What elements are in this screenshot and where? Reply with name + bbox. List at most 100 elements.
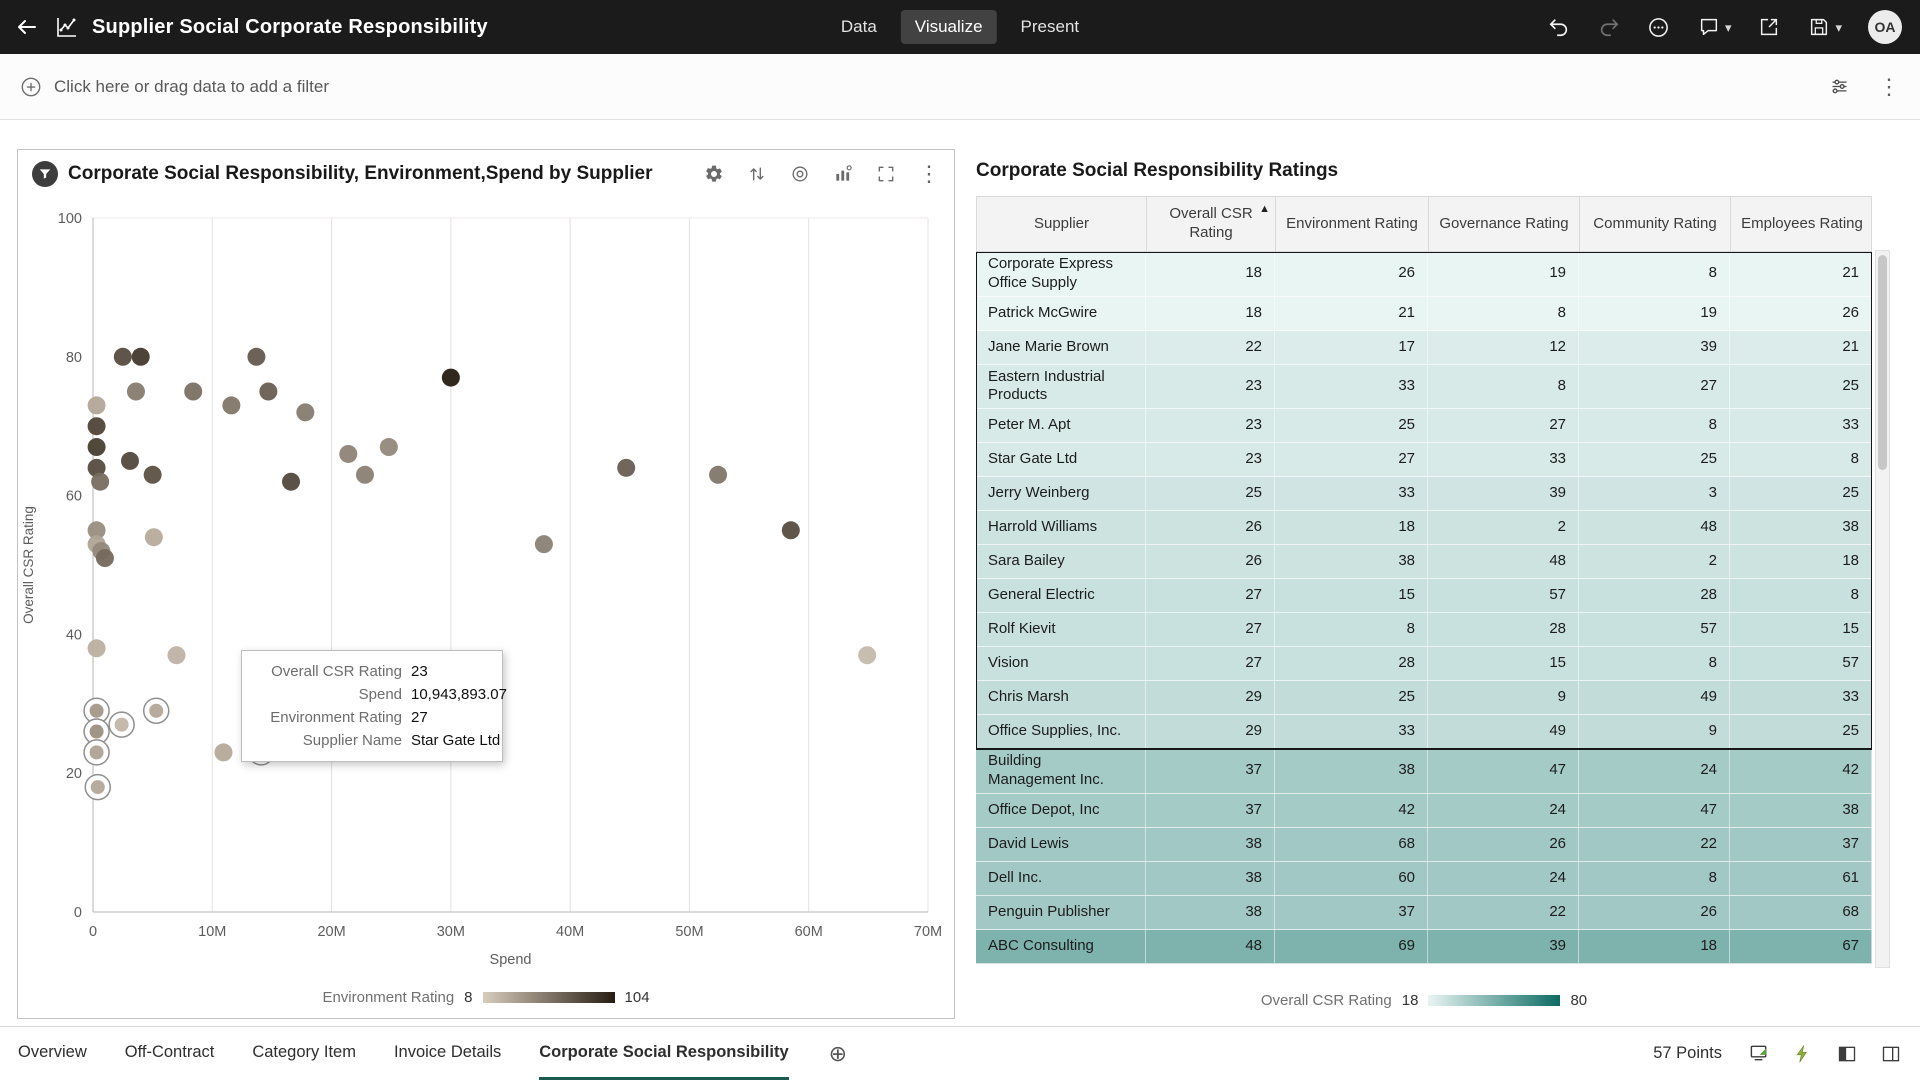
column-header-employees-rating[interactable]: Employees Rating <box>1741 214 1863 232</box>
table-viz-panel[interactable]: Corporate Social Responsibility Ratings … <box>976 160 1892 1009</box>
scatter-point[interactable] <box>379 438 398 457</box>
table-row[interactable]: Peter M. Apt 23 25 27 8 33 <box>976 409 1872 443</box>
scatter-point[interactable] <box>858 646 877 665</box>
mode-tab-present[interactable]: Present <box>1020 17 1080 36</box>
scatter-point[interactable] <box>87 396 106 415</box>
table-row[interactable]: Dell Inc. 38 60 24 8 61 <box>976 861 1872 896</box>
scatter-point[interactable] <box>114 717 129 732</box>
table-row[interactable]: Office Supplies, Inc. 29 33 49 9 25 <box>976 715 1872 749</box>
canvas-tab-category-item[interactable]: Category Item <box>252 1042 356 1061</box>
scatter-point[interactable] <box>91 472 110 491</box>
scatter-point[interactable] <box>95 549 114 568</box>
scatter-point[interactable] <box>781 521 800 540</box>
auto-insights-icon[interactable] <box>703 164 724 185</box>
scatter-point[interactable] <box>214 743 233 762</box>
scatter-point[interactable] <box>259 382 278 401</box>
column-header-supplier[interactable]: Supplier <box>977 197 1147 251</box>
scatter-point[interactable] <box>113 347 132 366</box>
scatter-point[interactable] <box>87 438 106 457</box>
canvas-tab-overview[interactable]: Overview <box>18 1042 87 1061</box>
canvas-properties-icon[interactable] <box>1828 76 1850 98</box>
table-row[interactable]: Building Management Inc. 37 38 47 24 42 <box>976 749 1872 794</box>
viz-filter-badge[interactable] <box>32 161 58 187</box>
save-menu[interactable]: ▾ <box>1807 15 1842 39</box>
user-avatar[interactable]: OA <box>1868 10 1902 44</box>
scatter-point[interactable] <box>89 745 104 760</box>
sort-icon[interactable] <box>746 164 767 185</box>
table-row[interactable]: David Lewis 38 68 26 22 37 <box>976 827 1872 862</box>
table-scrollbar-thumb[interactable] <box>1878 255 1887 470</box>
layout-left-panel-icon[interactable] <box>1836 1043 1858 1065</box>
canvas-tab-corporate-social-responsibility[interactable]: Corporate Social Responsibility <box>539 1027 789 1080</box>
table-row[interactable]: Vision 27 28 15 8 57 <box>976 647 1872 681</box>
table-row[interactable]: General Electric 27 15 57 28 8 <box>976 579 1872 613</box>
scatter-point[interactable] <box>296 403 315 422</box>
scatter-point[interactable] <box>87 417 106 436</box>
table-row[interactable]: Jane Marie Brown 22 17 12 39 21 <box>976 330 1872 365</box>
scatter-point[interactable] <box>126 382 145 401</box>
table-row[interactable]: Patrick McGwire 18 21 8 19 26 <box>976 296 1872 331</box>
auto-apply-lightning-icon[interactable] <box>1792 1043 1814 1065</box>
add-filter-icon[interactable] <box>20 76 42 98</box>
table-scrollbar[interactable] <box>1875 250 1890 968</box>
scatter-point[interactable] <box>143 465 162 484</box>
scatter-point[interactable] <box>339 444 358 463</box>
table-row[interactable]: Eastern Industrial Products 23 33 8 27 25 <box>976 364 1872 409</box>
scatter-point[interactable] <box>87 458 106 477</box>
export-icon[interactable] <box>1757 15 1781 39</box>
scatter-point[interactable] <box>617 458 636 477</box>
scatter-point[interactable] <box>222 396 241 415</box>
add-canvas-icon[interactable]: ⊕ <box>828 1040 848 1066</box>
table-row[interactable]: Star Gate Ltd 23 27 33 25 8 <box>976 443 1872 477</box>
undo-icon[interactable] <box>1547 15 1571 39</box>
table-row[interactable]: Chris Marsh 29 25 9 49 33 <box>976 681 1872 715</box>
table-row[interactable]: Harrold Williams 26 18 2 48 38 <box>976 511 1872 545</box>
scatter-point[interactable] <box>247 347 266 366</box>
mode-tab-visualize[interactable]: Visualize <box>900 10 997 44</box>
back-button[interactable] <box>0 0 54 54</box>
column-header-community-rating[interactable]: Community Rating <box>1580 197 1731 251</box>
scatter-point[interactable] <box>355 465 374 484</box>
table-row[interactable]: Office Depot, Inc 37 42 24 47 38 <box>976 793 1872 828</box>
scatter-point[interactable] <box>149 703 164 718</box>
canvas-tab-off-contract[interactable]: Off-Contract <box>124 1042 215 1061</box>
maximize-icon[interactable] <box>875 164 896 185</box>
scatter-point[interactable] <box>90 780 105 795</box>
comment-menu[interactable]: ▾ <box>1697 15 1731 39</box>
table-row[interactable]: Jerry Weinberg 25 33 39 3 25 <box>976 477 1872 511</box>
viz-menu-icon[interactable]: ⋮ <box>918 161 940 186</box>
refresh-data-icon[interactable] <box>1748 1043 1770 1065</box>
scatter-point[interactable] <box>709 465 728 484</box>
layout-split-icon[interactable] <box>1880 1043 1902 1065</box>
table-row[interactable]: Sara Bailey 26 38 48 2 18 <box>976 545 1872 579</box>
sort-ascending-icon[interactable]: ▲ <box>1259 203 1270 215</box>
scatter-point[interactable] <box>131 347 150 366</box>
table-row[interactable]: Penguin Publisher 38 37 22 26 68 <box>976 895 1872 930</box>
scatter-viz-panel[interactable]: Corporate Social Responsibility, Environ… <box>17 149 955 1019</box>
scatter-point[interactable] <box>89 724 104 739</box>
column-header-environment-rating[interactable]: Environment Rating <box>1276 197 1429 251</box>
change-viz-type-icon[interactable] <box>832 164 853 185</box>
column-header-overall-csr-rating[interactable]: Overall CSR Rating ▲ <box>1147 197 1276 251</box>
scatter-point[interactable] <box>87 639 106 658</box>
scatter-point[interactable] <box>167 646 186 665</box>
canvas-menu-icon[interactable]: ⋮ <box>1878 73 1900 99</box>
target-icon[interactable] <box>789 164 810 185</box>
scatter-point[interactable] <box>184 382 203 401</box>
scatter-point[interactable] <box>120 451 139 470</box>
column-header-governance-rating[interactable]: Governance Rating <box>1429 197 1580 251</box>
table-row[interactable]: ABC Consulting 48 69 39 18 67 <box>976 929 1872 964</box>
scatter-point[interactable] <box>441 368 460 387</box>
scatter-point[interactable] <box>534 535 553 554</box>
scatter-point[interactable] <box>144 528 163 547</box>
mode-tab-data[interactable]: Data <box>840 17 877 36</box>
table-row[interactable]: Rolf Kievit 27 8 28 57 15 <box>976 613 1872 647</box>
scatter-point[interactable] <box>87 521 106 540</box>
scatter-point[interactable] <box>89 703 104 718</box>
add-filter-prompt[interactable]: Click here or drag data to add a filter <box>54 76 329 96</box>
table-row[interactable]: Corporate Express Office Supply 18 26 19 8 21 <box>976 252 1872 297</box>
insights-icon[interactable] <box>1647 15 1671 39</box>
scatter-point[interactable] <box>282 472 301 491</box>
canvas-tab-invoice-details[interactable]: Invoice Details <box>393 1042 502 1061</box>
redo-icon[interactable] <box>1597 15 1621 39</box>
